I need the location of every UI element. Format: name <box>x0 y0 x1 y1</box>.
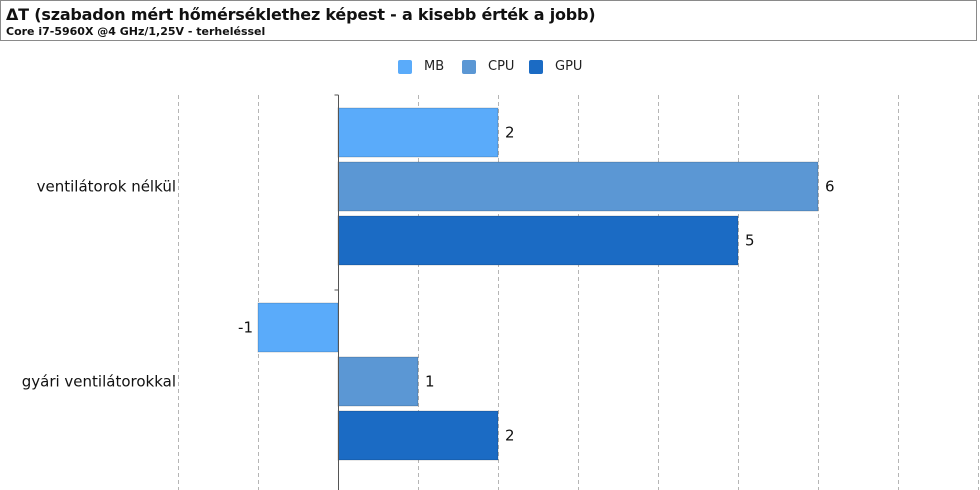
legend-swatch-cpu <box>462 60 476 74</box>
legend-item-mb: MB <box>398 58 458 76</box>
bar-gpu-1 <box>337 215 739 266</box>
data-label: 6 <box>825 178 835 196</box>
chart-legend: MB CPU GPU <box>0 58 980 76</box>
data-label: 2 <box>505 124 515 142</box>
chart-subtitle: Core i7-5960X @4 GHz/1,25V - terheléssel <box>6 25 266 38</box>
legend-label-mb: MB <box>424 59 445 74</box>
bar-mb-1 <box>337 107 499 158</box>
data-label: 5 <box>745 232 755 250</box>
data-label: 1 <box>425 373 435 391</box>
bar-cpu-1 <box>337 161 819 212</box>
legend-swatch-mb <box>398 60 412 74</box>
legend-label-gpu: GPU <box>555 59 583 74</box>
legend-label-cpu: CPU <box>488 59 515 74</box>
bar-mb-2 <box>257 302 339 353</box>
data-label: 2 <box>505 427 515 445</box>
legend-swatch-gpu <box>529 60 543 74</box>
legend-item-gpu: GPU <box>529 58 589 76</box>
data-label: -1 <box>238 319 253 337</box>
chart-title-box: ΔT (szabadon mért hőmérséklethez képest … <box>0 0 977 41</box>
category-label: gyári ventilátorokkal <box>22 373 176 391</box>
chart-title: ΔT (szabadon mért hőmérséklethez képest … <box>6 5 596 24</box>
bar-gpu-2 <box>337 410 499 461</box>
legend-item-cpu: CPU <box>462 58 522 76</box>
bar-cpu-2 <box>337 356 419 407</box>
category-label: ventilátorok nélkül <box>37 178 176 196</box>
